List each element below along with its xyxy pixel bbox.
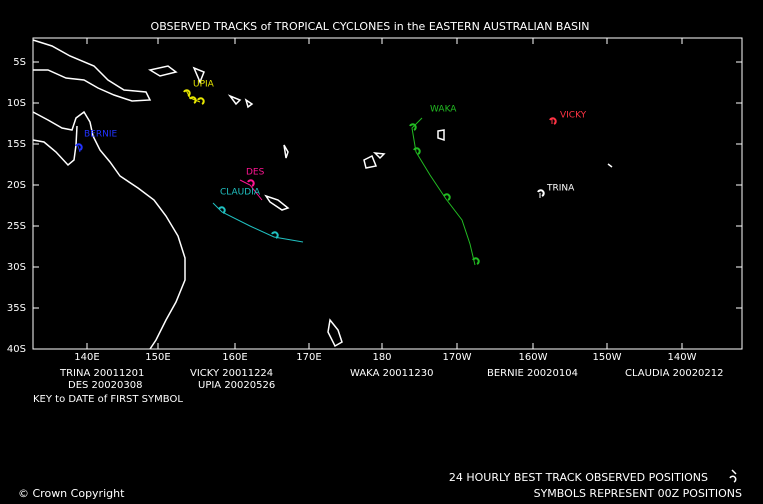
- key-entry: BERNIE 20020104: [487, 368, 578, 379]
- lon-label: 140E: [74, 352, 99, 363]
- key-entry: CLAUDIA 20020212: [625, 368, 724, 379]
- legend-symbol: [729, 469, 737, 483]
- coastlines: [32, 39, 613, 350]
- lat-label: 5S: [13, 57, 26, 68]
- key-entry: UPIA 20020526: [198, 380, 275, 391]
- copyright: © Crown Copyright: [18, 487, 125, 500]
- lat-label: 20S: [7, 180, 26, 191]
- map-frame: [32, 37, 743, 350]
- lat-label: 10S: [7, 98, 26, 109]
- lon-label: 170E: [296, 352, 321, 363]
- lat-label: 35S: [7, 303, 26, 314]
- key-entry: VICKY 20011224: [190, 368, 273, 379]
- storm-label: WAKA: [430, 105, 457, 115]
- lat-label: 25S: [7, 221, 26, 232]
- lon-label: 150E: [145, 352, 170, 363]
- storm-label: TRINA: [546, 184, 575, 194]
- lat-label: 15S: [7, 139, 26, 150]
- cyclone-symbols: [75, 89, 557, 265]
- lat-label: 30S: [7, 262, 26, 273]
- lon-label: 160E: [222, 352, 247, 363]
- key-entry: WAKA 20011230: [350, 368, 433, 379]
- tracks: [77, 89, 553, 266]
- key-entry: TRINA 20011201: [59, 368, 144, 379]
- storm-label: BERNIE: [84, 130, 118, 140]
- storm-label: CLAUDIA: [220, 188, 261, 198]
- lat-label: 40S: [7, 344, 26, 355]
- legend-line: 24 HOURLY BEST TRACK OBSERVED POSITIONS: [449, 471, 708, 484]
- key-entry: DES 20020308: [68, 380, 142, 391]
- storm-label: VICKY: [560, 111, 587, 121]
- storm-label: DES: [246, 168, 265, 178]
- lon-label: 160W: [519, 352, 548, 363]
- lon-label: 140W: [668, 352, 697, 363]
- lon-label: 180: [372, 352, 391, 363]
- legend-line: SYMBOLS REPRESENT 00Z POSITIONS: [534, 487, 742, 500]
- storm-label: UPIA: [193, 80, 215, 90]
- title: OBSERVED TRACKS of TROPICAL CYCLONES in …: [151, 20, 590, 33]
- key-caption: KEY to DATE of FIRST SYMBOL: [33, 394, 183, 405]
- lon-label: 170W: [443, 352, 472, 363]
- lon-label: 150W: [593, 352, 622, 363]
